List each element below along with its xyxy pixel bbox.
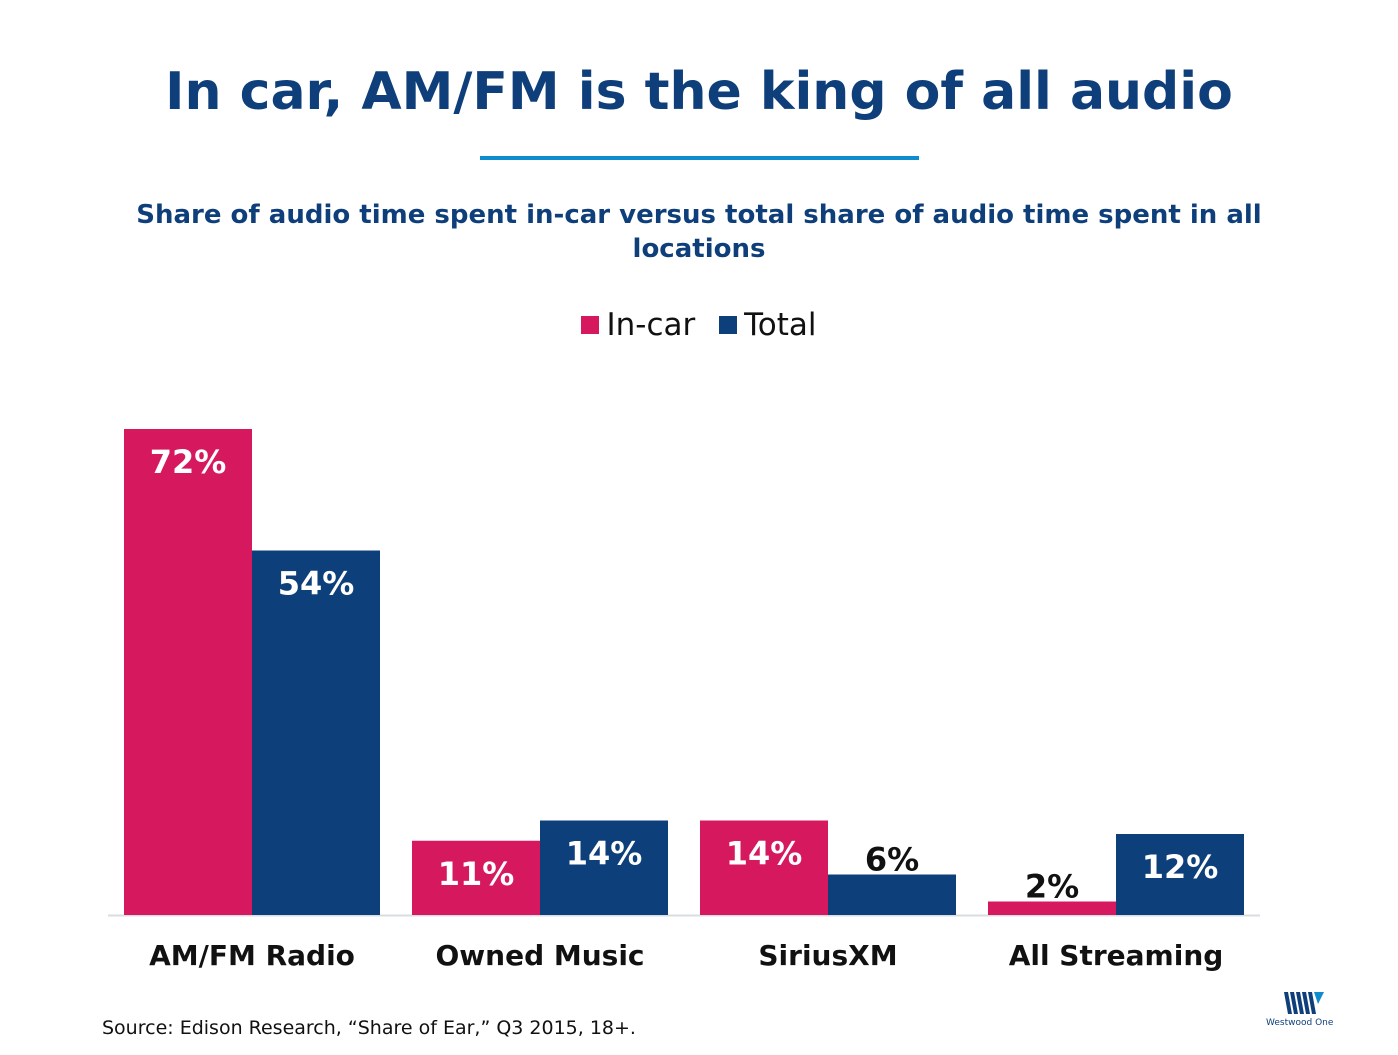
category-label-siriusxm: SiriusXM: [758, 939, 897, 972]
source-note: Source: Edison Research, “Share of Ear,”…: [102, 1017, 636, 1039]
bar-total-owned-music: [540, 820, 668, 915]
bar-in-car-owned-music: [412, 840, 540, 915]
bar-chart: 72% 54% AM/FM Radio 11% 14% Owned Music 14% 6% S…: [108, 429, 1260, 972]
legend: In-car Total: [0, 306, 1398, 343]
title-underline: [480, 156, 919, 160]
bar-total-siriusxm: [828, 874, 956, 915]
category-label-all-streaming: All Streaming: [1009, 939, 1224, 972]
data-label-total-siriusxm: 6%: [865, 841, 919, 879]
legend-label-total: Total: [744, 307, 817, 343]
bar-in-car-am-fm-radio: [124, 429, 252, 915]
chart-title: In car, AM/FM is the king of all audio: [165, 62, 1233, 122]
bar-total-all-streaming: [1116, 834, 1244, 915]
bar-total-am-fm-radio: [252, 550, 380, 915]
data-label-total-all-streaming: 12%: [1142, 848, 1219, 886]
data-label-in-car-am-fm-radio: 72%: [150, 443, 227, 481]
category-label-owned-music: Owned Music: [435, 939, 644, 972]
legend-item-total: Total: [719, 307, 817, 343]
legend-swatch-in-car: [581, 316, 600, 334]
chart-subtitle: Share of audio time spent in-car versus …: [136, 200, 1262, 264]
category-label-am-fm-radio: AM/FM Radio: [149, 939, 355, 972]
data-label-total-owned-music: 14%: [566, 835, 643, 873]
data-label-in-car-owned-music: 11%: [438, 855, 515, 893]
legend-swatch-total: [719, 316, 738, 334]
data-label-total-am-fm-radio: 54%: [278, 565, 355, 603]
legend-item-in-car: In-car: [581, 307, 695, 343]
westwood-one-logo-icon: [1284, 992, 1324, 1014]
data-label-in-car-all-streaming: 2%: [1025, 868, 1079, 906]
legend-label-in-car: In-car: [606, 307, 696, 343]
bar-in-car-siriusxm: [700, 820, 828, 915]
data-label-in-car-siriusxm: 14%: [726, 835, 803, 873]
bar-in-car-all-streaming: [988, 901, 1116, 915]
logo-text: Westwood One: [1266, 1018, 1334, 1028]
